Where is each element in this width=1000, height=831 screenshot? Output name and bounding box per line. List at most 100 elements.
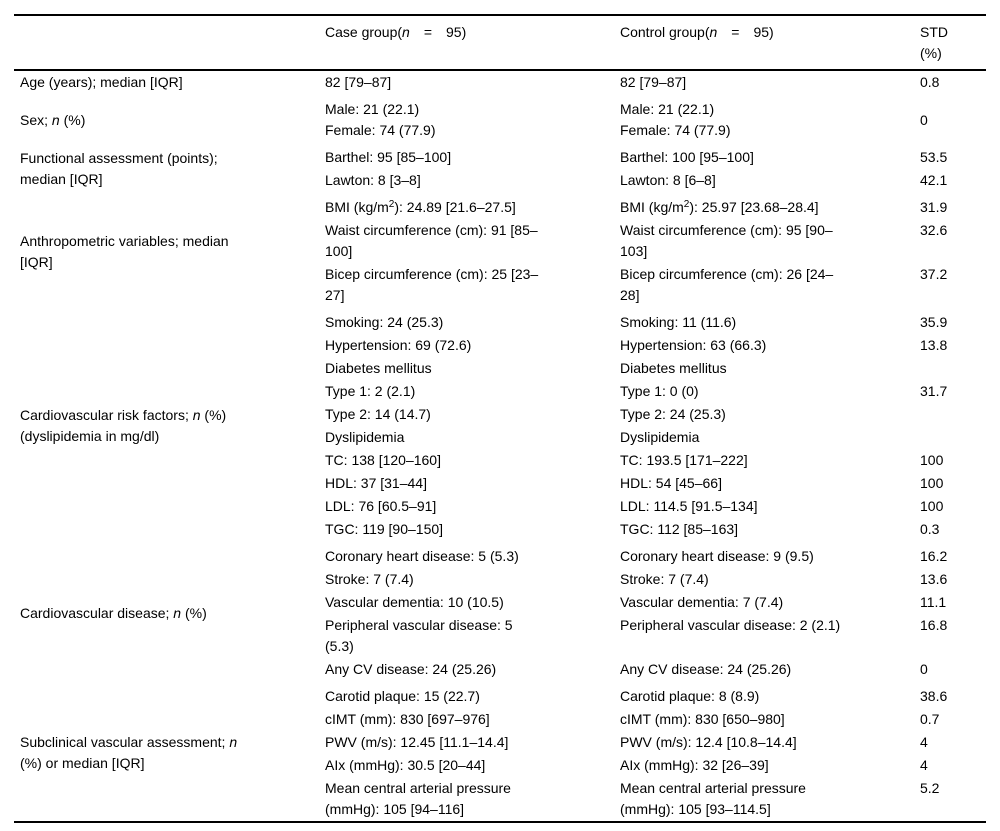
case-value-cell: Lawton: 8 [3–8]	[325, 172, 421, 188]
row-group-label: Age (years); median [IQR]	[20, 74, 183, 90]
std-value-cell: 16.8	[920, 617, 948, 633]
std-value-cell	[920, 357, 986, 380]
case-value-cell: Waist circumference (cm): 91 [85– 100]	[325, 222, 538, 259]
control-value-cell: PWV (m/s): 12.4 [10.8–14.4]	[620, 734, 797, 750]
case-value-cell: Mean central arterial pressure (mmHg): 10…	[325, 780, 511, 817]
case-value-cell: BMI (kg/m2): 24.89 [21.6–27.5]	[325, 199, 516, 215]
case-value-cell: Vascular dementia: 10 (10.5)	[325, 594, 504, 610]
case-value-cell: Coronary heart disease: 5 (5.3)	[325, 548, 519, 564]
table-row: LDL: 76 [60.5–91] LDL: 114.5 [91.5–134] 10…	[14, 495, 986, 518]
case-value-cell: Any CV disease: 24 (25.26)	[325, 661, 497, 677]
std-value-cell: 35.9	[920, 314, 948, 330]
std-value-cell: 0	[920, 111, 928, 128]
control-value-cell: BMI (kg/m2): 25.97 [23.68–28.4]	[620, 199, 819, 215]
table-row: Bicep circumference (cm): 25 [23– 27] Bice…	[14, 263, 986, 307]
table-row: Lawton: 8 [3–8] Lawton: 8 [6–8] 42.1	[14, 169, 986, 192]
control-value-cell: Smoking: 11 (11.6)	[620, 314, 737, 330]
table-row: TGC: 119 [90–150] TGC: 112 [85–163] 0.3	[14, 518, 986, 541]
std-value-cell: 53.5	[920, 149, 948, 165]
table-row: Mean central arterial pressure (mmHg): 10…	[14, 777, 986, 822]
control-value-cell: Lawton: 8 [6–8]	[620, 172, 716, 188]
control-value-cell: Any CV disease: 24 (25.26)	[620, 661, 792, 677]
header-empty-cell	[14, 15, 325, 71]
case-value-cell: Peripheral vascular disease: 5 (5.3)	[325, 617, 513, 654]
case-value-cell: Bicep circumference (cm): 25 [23– 27]	[325, 266, 539, 303]
row-group-label: Cardiovascular risk factors; n (%) (dysli…	[20, 407, 227, 444]
std-value-cell: 0.7	[920, 711, 940, 727]
case-value-cell: Hypertension: 69 (72.6)	[325, 337, 472, 353]
table-row: PWV (m/s): 12.45 [11.1–14.4] PWV (m/s): 1…	[14, 731, 986, 754]
std-value-cell: 37.2	[920, 266, 948, 282]
row-group-label: Sex; n (%)	[20, 111, 86, 128]
control-value-cell: AIx (mmHg): 32 [26–39]	[620, 757, 769, 773]
case-value-cell: 82 [79–87]	[325, 74, 392, 90]
row-group-label: Subclinical vascular assessment; n (%) or…	[20, 734, 238, 771]
control-value-cell: TC: 193.5 [171–222]	[620, 452, 748, 468]
std-value-cell: 0.8	[920, 74, 940, 90]
table-row: Hypertension: 69 (72.6) Hypertension: 63 …	[14, 334, 986, 357]
case-value-cell: AIx (mmHg): 30.5 [20–44]	[325, 757, 486, 773]
table-row: Subclinical vascular assessment; n (%) or…	[14, 681, 986, 771]
std-value-cell: 16.2	[920, 548, 948, 564]
case-value-cell: cIMT (mm): 830 [697–976]	[325, 711, 490, 727]
table-row: TC: 138 [120–160] TC: 193.5 [171–222] 100	[14, 449, 986, 472]
table-row: cIMT (mm): 830 [697–976] cIMT (mm): 830 […	[14, 708, 986, 731]
header-case-group: Case group(n = 95)	[325, 15, 620, 71]
std-value-cell: 100	[920, 475, 944, 491]
control-value-cell: Male: 21 (22.1) Female: 74 (77.9)	[620, 101, 731, 138]
std-value-cell: 100	[920, 452, 944, 468]
std-value-cell: 32.6	[920, 222, 948, 238]
std-value-cell: 4	[920, 757, 928, 773]
control-value-cell: 82 [79–87]	[620, 74, 687, 90]
case-value-cell: Stroke: 7 (7.4)	[325, 571, 414, 587]
case-value-cell: Smoking: 24 (25.3)	[325, 314, 444, 330]
std-value-cell: 31.9	[920, 199, 948, 215]
case-value-cell: LDL: 76 [60.5–91]	[325, 498, 437, 514]
row-group-label: Anthropometric variables; median [IQR]	[20, 232, 229, 270]
control-value-cell: Dyslipidemia	[620, 429, 700, 445]
case-value-cell: Male: 21 (22.1) Female: 74 (77.9)	[325, 101, 436, 138]
case-value-cell: Dyslipidemia	[325, 429, 405, 445]
case-value-cell: PWV (m/s): 12.45 [11.1–14.4]	[325, 734, 509, 750]
case-value-cell: TGC: 119 [90–150]	[325, 521, 444, 537]
control-value-cell: Type 1: 0 (0)	[620, 383, 699, 399]
control-value-cell: Waist circumference (cm): 95 [90– 103]	[620, 222, 833, 259]
control-value-cell: Bicep circumference (cm): 26 [24– 28]	[620, 266, 834, 303]
table-row: Dyslipidemia Dyslipidemia	[14, 426, 986, 449]
table-row: AIx (mmHg): 30.5 [20–44] AIx (mmHg): 32 […	[14, 754, 986, 777]
std-value-cell: 0	[920, 661, 928, 677]
control-value-cell: LDL: 114.5 [91.5–134]	[620, 498, 758, 514]
control-value-cell: Barthel: 100 [95–100]	[620, 149, 754, 165]
control-value-cell: Diabetes mellitus	[620, 360, 727, 376]
case-value-cell: Type 1: 2 (2.1)	[325, 383, 416, 399]
header-control-group: Control group(n = 95)	[620, 15, 920, 71]
case-value-cell: HDL: 37 [31–44]	[325, 475, 427, 491]
table-header: Case group(n = 95) Control group(n = 95)…	[14, 15, 986, 71]
table-row: Type 1: 2 (2.1) Type 1: 0 (0) 31.7	[14, 380, 986, 403]
std-value-cell: 31.7	[920, 383, 948, 399]
header-row: Case group(n = 95) Control group(n = 95)…	[14, 15, 986, 71]
std-value-cell: 0.3	[920, 521, 940, 537]
std-value-cell: 11.1	[920, 594, 947, 610]
control-value-cell: Hypertension: 63 (66.3)	[620, 337, 767, 353]
control-value-cell: Type 2: 24 (25.3)	[620, 406, 726, 422]
case-value-cell: Diabetes mellitus	[325, 360, 432, 376]
std-value-cell: 13.8	[920, 337, 948, 353]
control-value-cell: Vascular dementia: 7 (7.4)	[620, 594, 784, 610]
std-value-cell: 5.2	[920, 780, 940, 796]
comparison-table: Case group(n = 95) Control group(n = 95)…	[14, 14, 986, 823]
std-value-cell: 100	[920, 498, 944, 514]
table-body: Age (years); median [IQR] 82 [79–87] 82 [7…	[14, 70, 986, 822]
table-row: HDL: 37 [31–44] HDL: 54 [45–66] 100	[14, 472, 986, 495]
table-row: Diabetes mellitus Diabetes mellitus	[14, 357, 986, 380]
std-value-cell: 13.6	[920, 571, 948, 587]
control-value-cell: cIMT (mm): 830 [650–980]	[620, 711, 785, 727]
std-value-cell	[920, 426, 986, 449]
case-value-cell: Carotid plaque: 15 (22.7)	[325, 688, 480, 704]
table-row: Type 2: 14 (14.7) Type 2: 24 (25.3)	[14, 403, 986, 426]
table-row: Anthropometric variables; median [IQR] BMI…	[14, 192, 986, 270]
table-row: Any CV disease: 24 (25.26) Any CV disease…	[14, 658, 986, 681]
table-row: Stroke: 7 (7.4) Stroke: 7 (7.4) 13.6	[14, 568, 986, 591]
case-value-cell: Type 2: 14 (14.7)	[325, 406, 431, 422]
control-value-cell: Mean central arterial pressure (mmHg): 10…	[620, 780, 806, 817]
